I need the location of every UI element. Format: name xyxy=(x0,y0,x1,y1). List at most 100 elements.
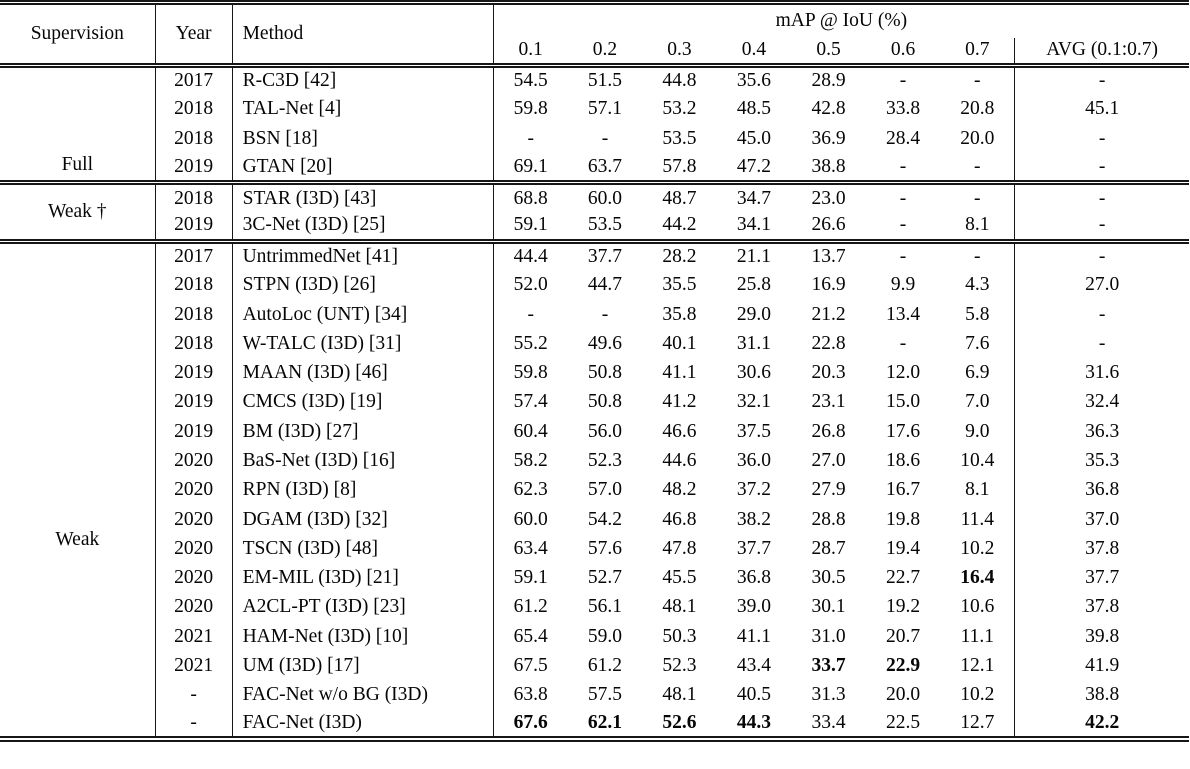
iou-col-header: 0.5 xyxy=(791,37,866,68)
supervision-cell: Full xyxy=(0,65,156,183)
map-value-cell: 21.1 xyxy=(716,238,792,271)
avg-value-cell: 27.0 xyxy=(1014,270,1189,300)
map-value-cell: 28.4 xyxy=(885,127,921,149)
method-cell: UM (I3D) [17] xyxy=(232,651,494,681)
year-cell: 2019 xyxy=(155,211,233,242)
method-cell: 3C-Net (I3D) [25] xyxy=(232,211,494,242)
map-value-cell: 36.8 xyxy=(736,567,772,589)
year-cell: 2017 xyxy=(155,238,233,271)
method-cell: TAL-Net [4] xyxy=(232,94,494,125)
map-value-cell: 23.1 xyxy=(811,391,846,413)
map-value-cell: 28.9 xyxy=(811,70,846,92)
map-value-cell: 15.0 xyxy=(885,391,921,413)
iou-col-header: 0.3 xyxy=(642,37,717,68)
map-value-cell: 27.0 xyxy=(811,450,846,471)
map-value-cell: - xyxy=(899,332,907,354)
method-cell: FAC-Net (I3D) xyxy=(232,710,494,740)
avg-value-cell: 35.3 xyxy=(1014,446,1189,476)
method-cell: GTAN [20] xyxy=(232,153,494,183)
table-row: 2020 A2CL-PT (I3D) [23] 61.2 56.1 48.1 39.0 30… xyxy=(0,592,1189,623)
map-value-cell: 44.2 xyxy=(662,214,697,236)
map-value-cell: 19.4 xyxy=(885,537,921,559)
map-value-cell: 10.2 xyxy=(960,537,995,559)
map-value-cell: 35.5 xyxy=(662,274,697,296)
map-value-cell: 44.7 xyxy=(587,274,623,296)
map-value-cell: 12.1 xyxy=(960,655,995,677)
iou-col-header: 0.1 xyxy=(493,37,568,68)
map-value-cell: 54.5 xyxy=(513,70,548,92)
avg-value-cell: - xyxy=(1014,153,1189,183)
method-cell: CMCS (I3D) [19] xyxy=(232,387,494,418)
table-row: 2019 3C-Net (I3D) [25] 59.1 53.5 44.2 34.1 26.… xyxy=(0,211,1189,242)
map-value-cell: - xyxy=(527,127,534,149)
year-cell: 2019 xyxy=(155,358,233,388)
method-cell: STAR (I3D) [43] xyxy=(232,180,494,212)
iou-col-header: 0.7 xyxy=(940,37,1015,68)
map-value-cell: 8.1 xyxy=(965,479,990,501)
map-iou-group-header: mAP @ IoU (%) xyxy=(775,10,908,32)
map-value-cell: 40.5 xyxy=(736,684,772,706)
method-cell: EM-MIL (I3D) [21] xyxy=(232,563,494,593)
map-value-cell: 62.1 xyxy=(587,712,623,734)
avg-value-cell: 36.3 xyxy=(1014,417,1189,447)
map-value-cell: 22.8 xyxy=(811,332,846,354)
year-cell: 2018 xyxy=(155,180,233,212)
year-cell: 2019 xyxy=(155,153,233,183)
map-value-cell: 36.0 xyxy=(736,450,772,471)
map-value-cell: 37.2 xyxy=(736,479,772,501)
map-value-cell: 30.1 xyxy=(811,596,846,618)
map-value-cell: 6.9 xyxy=(965,362,990,384)
map-value-cell: - xyxy=(940,238,1015,271)
map-value-cell: - xyxy=(601,303,609,325)
table-row: 2018 AutoLoc (UNT) [34] - - 35.8 29.0 21.2 13.4… xyxy=(0,299,1189,330)
map-value-cell: 26.8 xyxy=(811,420,846,442)
year-cell: 2018 xyxy=(155,124,233,154)
map-value-cell: 47.8 xyxy=(662,537,697,559)
map-value-cell: 10.2 xyxy=(960,684,995,706)
map-value-cell: 22.7 xyxy=(885,567,921,589)
map-value-cell: 31.1 xyxy=(736,332,772,354)
method-cell: MAAN (I3D) [46] xyxy=(232,358,494,388)
map-value-cell: 18.6 xyxy=(885,450,921,471)
year-cell: 2018 xyxy=(155,270,233,300)
map-value-cell: 20.8 xyxy=(960,98,995,120)
map-value-cell: 53.2 xyxy=(662,98,697,120)
avg-value-cell: - xyxy=(1014,124,1189,154)
year-cell: - xyxy=(155,680,233,711)
map-value-cell: 27.9 xyxy=(811,479,846,501)
map-value-cell: 35.6 xyxy=(736,70,772,92)
map-value-cell: 61.2 xyxy=(513,596,548,618)
map-value-cell: 59.8 xyxy=(513,362,548,384)
method-cell: TSCN (I3D) [48] xyxy=(232,534,494,564)
map-value-cell: 25.8 xyxy=(736,274,772,296)
table-row: 2018 STPN (I3D) [26] 52.0 44.7 35.5 25.8 16.9 9… xyxy=(0,270,1189,300)
year-cell: 2019 xyxy=(155,387,233,418)
map-value-cell: 21.2 xyxy=(811,303,846,325)
map-value-cell: 53.5 xyxy=(587,214,623,236)
table-row: 2019 MAAN (I3D) [46] 59.8 50.8 41.1 30.6 20.3 1… xyxy=(0,358,1189,388)
map-value-cell: 19.2 xyxy=(885,596,921,618)
map-value-cell: 38.8 xyxy=(811,155,846,177)
map-value-cell: 23.0 xyxy=(791,180,866,212)
map-value-cell: 9.9 xyxy=(890,274,916,296)
table-row: 2020 TSCN (I3D) [48] 63.4 57.6 47.8 37.7 28.7 1… xyxy=(0,534,1189,564)
map-value-cell: 57.8 xyxy=(662,155,697,177)
map-value-cell: 46.8 xyxy=(662,508,697,530)
year-cell: 2020 xyxy=(155,475,233,505)
method-header: Method xyxy=(232,2,494,68)
results-table: Supervision Year Method mAP @ IoU (%) 0.… xyxy=(0,0,1189,743)
map-value-cell: 57.6 xyxy=(587,537,623,559)
year-cell: 2021 xyxy=(155,622,233,652)
map-value-cell: 39.0 xyxy=(736,596,772,618)
avg-value-cell: 31.6 xyxy=(1014,358,1189,388)
map-value-cell: 17.6 xyxy=(885,420,921,442)
supervision-label: Full xyxy=(61,154,93,176)
supervision-label: Weak † xyxy=(48,200,107,222)
map-value-cell: 59.1 xyxy=(513,214,548,236)
supervision-cell: Weak xyxy=(0,238,156,740)
method-cell: W-TALC (I3D) [31] xyxy=(232,329,494,359)
map-value-cell: 22.9 xyxy=(885,655,921,677)
map-value-cell: 50.3 xyxy=(662,625,697,647)
map-value-cell: 37.5 xyxy=(736,420,772,442)
map-value-cell: 52.0 xyxy=(513,274,548,296)
